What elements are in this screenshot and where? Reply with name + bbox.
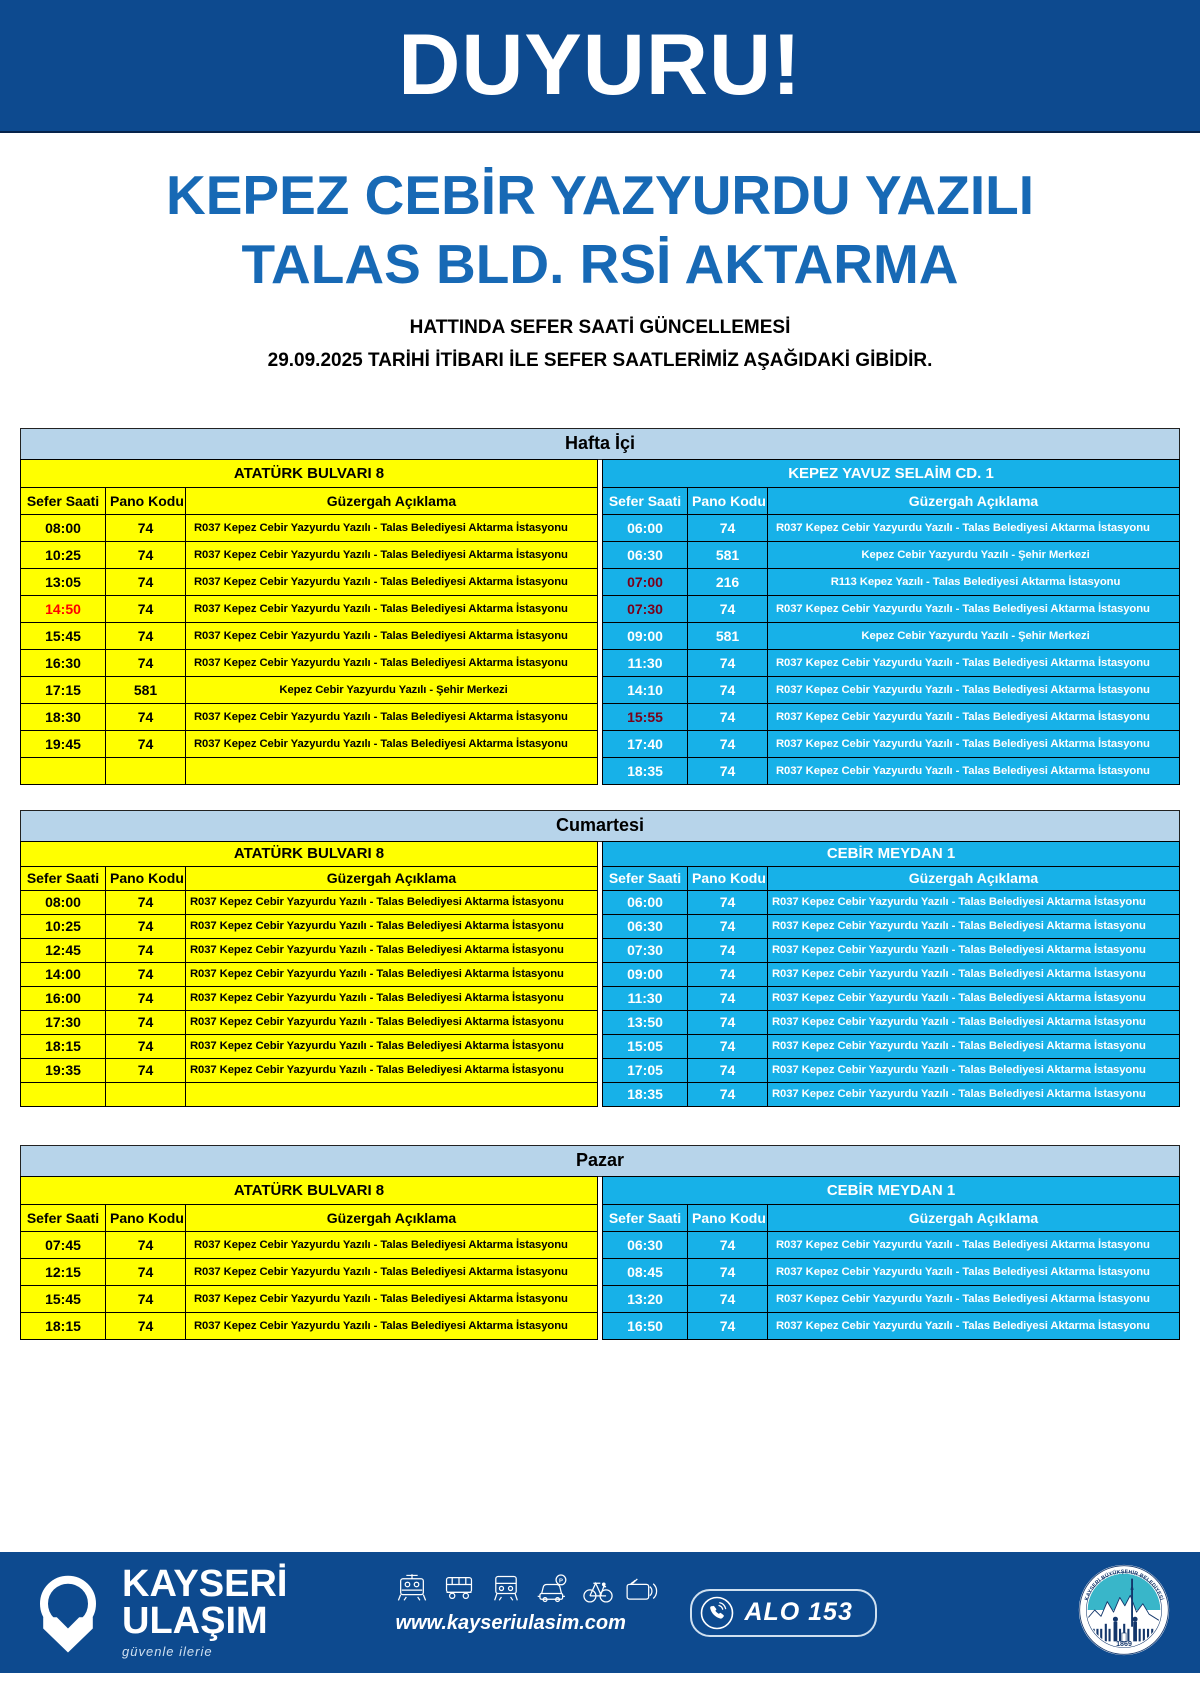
svg-text:1869: 1869 — [1116, 1640, 1132, 1648]
svg-text:P: P — [559, 1579, 563, 1585]
